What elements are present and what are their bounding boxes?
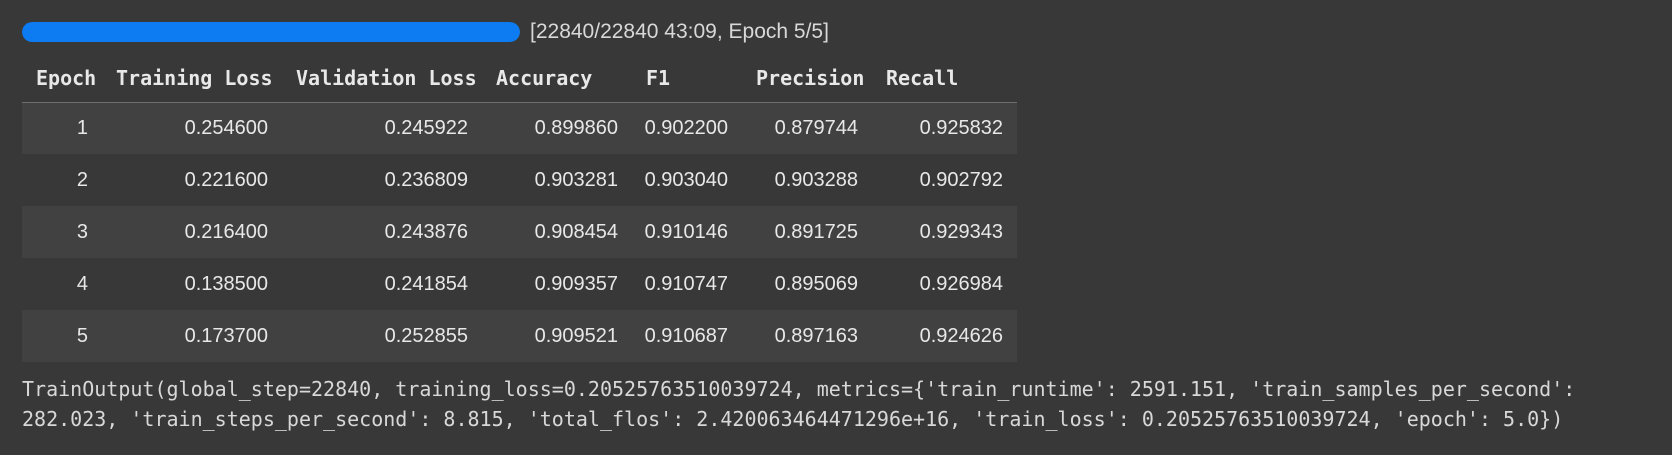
column-header-accuracy: Accuracy (482, 54, 632, 103)
cell-accuracy: 0.899860 (534, 116, 618, 139)
metrics-table: Epoch Training Loss Validation Loss Accurac… (22, 54, 1017, 362)
cell-recall: 0.924626 (919, 324, 1003, 347)
cell-recall: 0.925832 (919, 116, 1003, 139)
cell-epoch: 5 (76, 324, 88, 347)
cell-training-loss: 0.216400 (184, 220, 268, 243)
cell-accuracy: 0.903281 (534, 168, 618, 191)
cell-recall: 0.929343 (919, 220, 1003, 243)
cell-recall: 0.902792 (919, 168, 1003, 191)
column-header-epoch: Epoch (22, 54, 102, 103)
cell-epoch: 4 (76, 272, 88, 295)
cell-precision: 0.895069 (774, 272, 858, 295)
column-header-validation-loss: Validation Loss (282, 54, 482, 103)
cell-f1: 0.910747 (644, 272, 728, 295)
training-progress-fill (22, 22, 520, 42)
cell-validation-loss: 0.236809 (384, 168, 468, 191)
cell-training-loss: 0.254600 (184, 116, 268, 139)
column-header-training-loss: Training Loss (102, 54, 282, 103)
cell-epoch: 2 (76, 168, 88, 191)
table-row-epoch-4: 4 0.138500 0.241854 0.909357 0.910747 0.89506… (22, 258, 1017, 310)
table-row-epoch-2: 2 0.221600 0.236809 0.903281 0.903040 0.90328… (22, 154, 1017, 206)
training-progress-bar (22, 22, 520, 42)
cell-f1: 0.902200 (644, 116, 728, 139)
training-output-area: [22840/22840 43:09, Epoch 5/5] Epoch Trai… (22, 20, 1664, 431)
cell-accuracy: 0.908454 (534, 220, 618, 243)
progress-label: [22840/22840 43:09, Epoch 5/5] (530, 20, 829, 43)
table-row-epoch-5: 5 0.173700 0.252855 0.909521 0.910687 0.89716… (22, 310, 1017, 362)
cell-epoch: 1 (76, 116, 88, 139)
cell-training-loss: 0.138500 (184, 272, 268, 295)
table-row-epoch-3: 3 0.216400 0.243876 0.908454 0.910146 0.89172… (22, 206, 1017, 258)
progress-row: [22840/22840 43:09, Epoch 5/5] (22, 20, 1664, 44)
table-body: 1 0.254600 0.245922 0.899860 0.902200 0.87974… (22, 102, 1017, 362)
cell-f1: 0.903040 (644, 168, 728, 191)
cell-f1: 0.910146 (644, 220, 728, 243)
table-row-epoch-1: 1 0.254600 0.245922 0.899860 0.902200 0.87974… (22, 102, 1017, 154)
table-header-row: Epoch Training Loss Validation Loss Accurac… (22, 54, 1017, 103)
column-header-recall: Recall (872, 54, 1017, 103)
column-header-precision: Precision (742, 54, 872, 103)
cell-precision: 0.897163 (774, 324, 858, 347)
cell-epoch: 3 (76, 220, 88, 243)
cell-accuracy: 0.909521 (534, 324, 618, 347)
column-header-f1: F1 (632, 54, 742, 103)
cell-validation-loss: 0.241854 (384, 272, 468, 295)
cell-f1: 0.910687 (644, 324, 728, 347)
cell-precision: 0.903288 (774, 168, 858, 191)
cell-precision: 0.879744 (774, 116, 858, 139)
cell-training-loss: 0.173700 (184, 324, 268, 347)
cell-precision: 0.891725 (774, 220, 858, 243)
cell-accuracy: 0.909357 (534, 272, 618, 295)
train-output-text: TrainOutput(global_step=22840, training_… (22, 377, 1576, 431)
cell-validation-loss: 0.252855 (384, 324, 468, 347)
cell-training-loss: 0.221600 (184, 168, 268, 191)
cell-recall: 0.926984 (919, 272, 1003, 295)
cell-validation-loss: 0.243876 (384, 220, 468, 243)
cell-validation-loss: 0.245922 (384, 116, 468, 139)
